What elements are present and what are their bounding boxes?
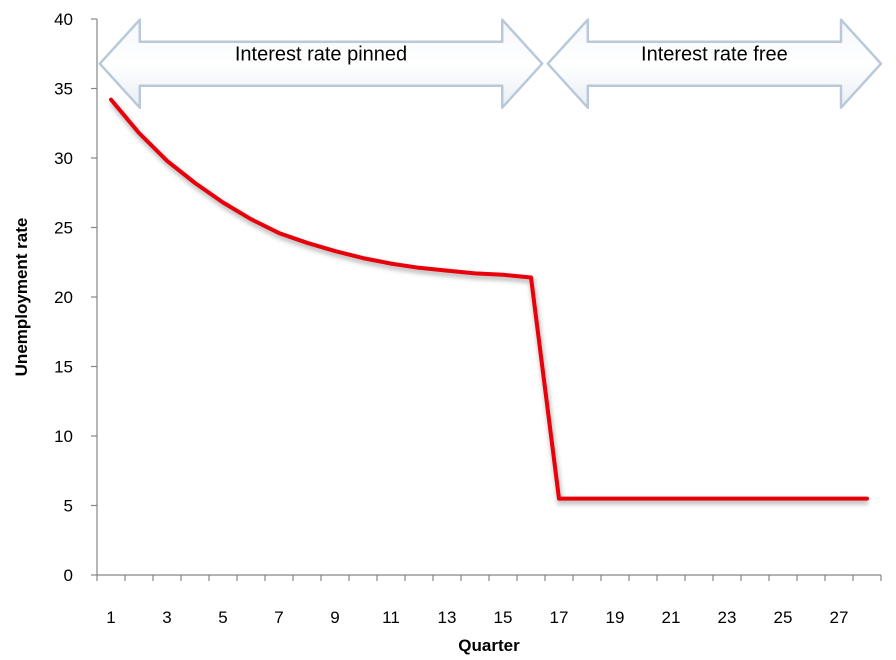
y-tick-label: 40	[54, 10, 73, 29]
x-tick-label: 25	[774, 608, 793, 627]
x-axis-title: Quarter	[458, 636, 520, 655]
y-tick-label: 30	[54, 149, 73, 168]
x-tick-label: 7	[274, 608, 283, 627]
x-tick-label: 3	[162, 608, 171, 627]
y-tick-label: 35	[54, 80, 73, 99]
y-axis-title: Unemployment rate	[12, 218, 31, 377]
y-tick-label: 0	[64, 566, 73, 585]
x-tick-label: 9	[330, 608, 339, 627]
double-arrow-shape-1	[98, 18, 544, 109]
arrow-annotation-label-2: Interest rate free	[641, 44, 788, 66]
x-tick-label: 5	[218, 608, 227, 627]
series-line-shadow	[109, 100, 868, 505]
x-tick-label: 1	[106, 608, 115, 627]
x-tick-label: 11	[382, 608, 400, 627]
x-tick-label: 17	[550, 608, 569, 627]
y-tick-label: 10	[54, 427, 73, 446]
x-tick-label: 19	[606, 608, 625, 627]
x-tick-label: 27	[830, 608, 849, 627]
arrow-annotation-label-1: Interest rate pinned	[235, 44, 407, 66]
x-tick-label: 15	[494, 608, 513, 627]
y-tick-label: 25	[54, 219, 73, 238]
x-tick-label: 23	[718, 608, 737, 627]
y-tick-label: 20	[54, 288, 73, 307]
double-arrow-shape-2	[546, 18, 883, 109]
y-tick-label: 15	[54, 358, 73, 377]
y-tick-label: 5	[64, 497, 73, 516]
series-line-1	[109, 97, 869, 501]
x-tick-label: 13	[438, 608, 457, 627]
x-tick-label: 21	[662, 608, 681, 627]
